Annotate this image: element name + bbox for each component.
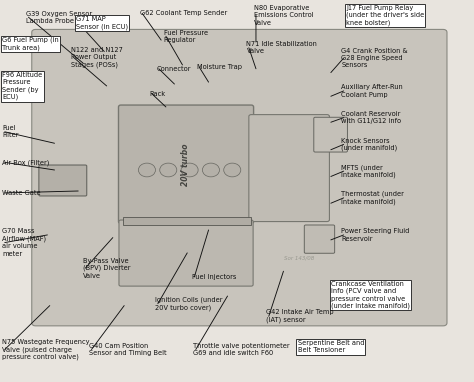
Text: 20V turbo: 20V turbo: [182, 143, 190, 186]
Text: Rack: Rack: [149, 91, 165, 97]
FancyBboxPatch shape: [39, 165, 87, 196]
Text: N71 Idle Stabilization
Valve: N71 Idle Stabilization Valve: [246, 41, 318, 54]
Text: Fuel Pressure
Regulator: Fuel Pressure Regulator: [164, 30, 208, 43]
Circle shape: [181, 163, 198, 177]
Circle shape: [138, 163, 155, 177]
Text: Power Steering Fluid
Reservoir: Power Steering Fluid Reservoir: [341, 228, 410, 241]
FancyBboxPatch shape: [314, 117, 347, 152]
Text: F96 Altitude
Pressure
Sender (by
ECU): F96 Altitude Pressure Sender (by ECU): [2, 71, 43, 100]
Text: G39 Oxygen Sensor
Lambda Probe: G39 Oxygen Sensor Lambda Probe: [26, 11, 92, 24]
FancyBboxPatch shape: [119, 220, 253, 286]
FancyBboxPatch shape: [249, 115, 329, 222]
Text: Knock Sensors
(under manifold): Knock Sensors (under manifold): [341, 138, 398, 151]
Text: G70 Mass
Airflow (MAF)
air volume
meter: G70 Mass Airflow (MAF) air volume meter: [2, 228, 46, 257]
Text: Serpentine Belt and
Belt Tensioner: Serpentine Belt and Belt Tensioner: [298, 340, 364, 353]
Text: Ignition Coils (under
20V turbo cover): Ignition Coils (under 20V turbo cover): [155, 296, 223, 311]
Text: MFTS (under
intake manifold): MFTS (under intake manifold): [341, 164, 396, 178]
Text: G6 Fuel Pump (in
Trunk area): G6 Fuel Pump (in Trunk area): [2, 37, 59, 51]
Text: Sor 143/08: Sor 143/08: [284, 255, 315, 261]
Text: Air Box (Filter): Air Box (Filter): [2, 159, 50, 166]
FancyBboxPatch shape: [118, 105, 254, 223]
Text: Waste Gate: Waste Gate: [2, 190, 41, 196]
Text: Connector: Connector: [156, 66, 191, 72]
Text: By-Pass Valve
(BPV) Diverter
Valve: By-Pass Valve (BPV) Diverter Valve: [83, 258, 130, 278]
FancyBboxPatch shape: [32, 29, 447, 326]
Text: Crankcase Ventilation
info (PCV valve and
pressure control valve
(under intake m: Crankcase Ventilation info (PCV valve an…: [331, 280, 410, 309]
Text: Thermostat (under
intake manifold): Thermostat (under intake manifold): [341, 191, 404, 205]
Text: Throttle valve potentiometer
G69 and idle switch F60: Throttle valve potentiometer G69 and idl…: [193, 343, 290, 356]
Text: G40 Cam Position
Sensor and Timing Belt: G40 Cam Position Sensor and Timing Belt: [89, 343, 167, 356]
Bar: [123, 217, 251, 225]
Text: N80 Evaporative
Emissions Control
Valve: N80 Evaporative Emissions Control Valve: [254, 5, 313, 26]
Text: Moisture Trap: Moisture Trap: [197, 64, 242, 70]
Text: N75 Wastegate Frequency
Valve (pulsed charge
pressure control valve): N75 Wastegate Frequency Valve (pulsed ch…: [2, 339, 90, 360]
Text: N122 and N127
Power Output
Stages (POSs): N122 and N127 Power Output Stages (POSs): [71, 47, 123, 68]
Text: G4 Crank Position &
G28 Engine Speed
Sensors: G4 Crank Position & G28 Engine Speed Sen…: [341, 48, 408, 68]
Text: Auxiliary After-Run
Coolant Pump: Auxiliary After-Run Coolant Pump: [341, 84, 403, 97]
Text: G62 Coolant Temp Sender: G62 Coolant Temp Sender: [140, 10, 227, 16]
Text: Fuel
Filter: Fuel Filter: [2, 125, 19, 138]
FancyBboxPatch shape: [304, 225, 335, 253]
Text: G71 MAP
Sensor (in ECU): G71 MAP Sensor (in ECU): [76, 16, 128, 30]
Circle shape: [224, 163, 241, 177]
Text: Coolant Reservoir
with G11/G12 info: Coolant Reservoir with G11/G12 info: [341, 111, 401, 124]
Text: G42 Intake Air Temp
(IAT) sensor: G42 Intake Air Temp (IAT) sensor: [266, 309, 334, 323]
Circle shape: [160, 163, 177, 177]
Circle shape: [202, 163, 219, 177]
Text: Fuel Injectors: Fuel Injectors: [192, 274, 237, 280]
Text: J17 Fuel Pump Relay
(under the driver's side
knee bolster): J17 Fuel Pump Relay (under the driver's …: [346, 5, 424, 26]
